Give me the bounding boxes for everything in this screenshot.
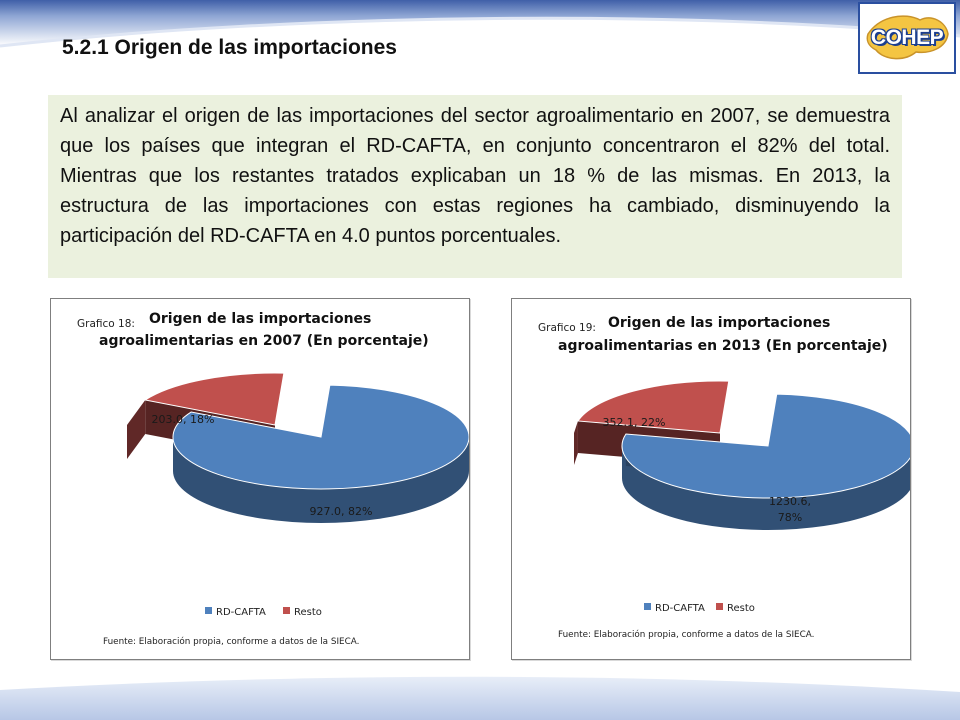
pie-chart-2013: Grafico 19: Origen de las importaciones ag…	[538, 315, 910, 640]
header-band	[0, 0, 960, 48]
chart-source: Fuente: Elaboración propia, conforme a d…	[103, 636, 359, 647]
chart-title-line2: agroalimentarias en 2007 (En porcentaje)	[99, 333, 429, 349]
summary-text: Al analizar el origen de las importacion…	[48, 95, 902, 278]
legend-swatch-resto	[716, 603, 723, 610]
logo-text: COHEP	[870, 26, 944, 49]
pie-slice-resto	[143, 372, 285, 426]
legend-swatch-rd-cafta	[205, 607, 212, 614]
legend-swatch-resto	[283, 607, 290, 614]
chart-source: Fuente: Elaboración propia, conforme a d…	[558, 629, 814, 640]
data-label-rd-cafta-pct: 78%	[778, 511, 802, 524]
chart-panel-2013: Grafico 19: Origen de las importaciones ag…	[511, 298, 911, 660]
pie-chart-2007: Grafico 18: Origen de las importaciones ag…	[77, 311, 469, 647]
data-label-rd-cafta: 1230.6,	[769, 495, 811, 508]
chart-label: Grafico 19:	[538, 322, 596, 334]
pie-slice-resto-wall	[574, 420, 578, 465]
data-label-resto: 352.1, 22%	[603, 416, 666, 429]
data-label-resto: 203.0, 18%	[152, 413, 215, 426]
chart-panel-2007: Grafico 18: Origen de las importaciones ag…	[50, 298, 470, 660]
legend-label-resto: Resto	[727, 603, 755, 614]
pie-slice-rd-cafta	[621, 393, 910, 499]
legend-label-rd-cafta: RD-CAFTA	[216, 607, 266, 618]
chart-title-line1: Origen de las importaciones	[608, 315, 830, 331]
legend-label-rd-cafta: RD-CAFTA	[655, 603, 705, 614]
footer-band	[0, 676, 960, 720]
pie-slice-rd-cafta-wall	[622, 446, 910, 530]
cohep-logo: COHEP	[858, 2, 956, 74]
chart-title-line2: agroalimentarias en 2013 (En porcentaje)	[558, 338, 888, 354]
legend-swatch-rd-cafta	[644, 603, 651, 610]
legend-label-resto: Resto	[294, 607, 322, 618]
pie-slice-rd-cafta-wall	[173, 437, 469, 523]
pie-slice-resto	[577, 380, 730, 434]
chart-label: Grafico 18:	[77, 318, 135, 330]
data-label-rd-cafta: 927.0, 82%	[310, 505, 373, 518]
slide-title: 5.2.1 Origen de las importaciones	[62, 36, 397, 59]
pie-slice-rd-cafta	[172, 384, 469, 490]
chart-title-line1: Origen de las importaciones	[149, 311, 371, 327]
pie-slice-resto-wall	[127, 399, 146, 459]
